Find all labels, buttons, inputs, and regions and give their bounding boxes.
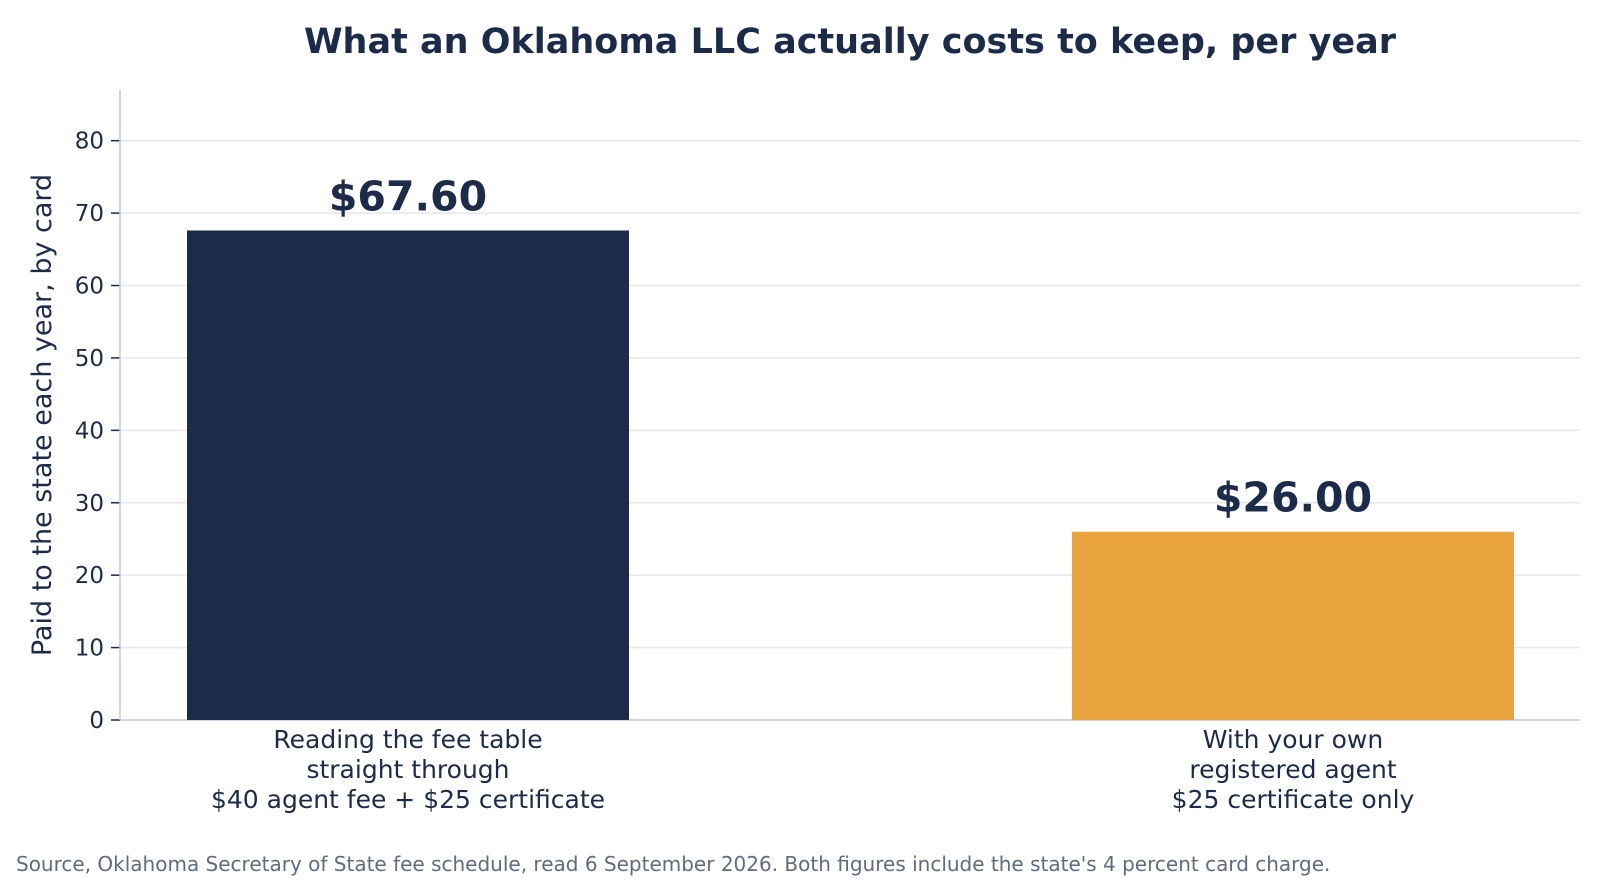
y-tick-label: 10 <box>75 636 104 662</box>
y-tick-label: 70 <box>75 201 104 227</box>
y-tick-label: 30 <box>75 491 104 517</box>
data-label: $26.00 <box>1214 474 1372 522</box>
y-tick-label: 80 <box>75 129 104 155</box>
bars <box>187 230 1514 720</box>
bar <box>187 230 629 720</box>
labels: $67.60 Reading the fee table straight thro… <box>211 172 1415 814</box>
y-axis-title: Paid to the state each year, by card <box>27 174 58 656</box>
y-tick-label: 40 <box>75 418 104 444</box>
y-tick-label: 0 <box>89 708 104 734</box>
y-tick-label: 60 <box>75 274 104 300</box>
bar <box>1072 531 1514 720</box>
category-label-line: straight through <box>306 755 509 784</box>
category-label-line: Reading the fee table <box>273 725 542 754</box>
category-label-line: registered agent <box>1189 755 1396 784</box>
category-label: With your own registered agent $25 certifi… <box>1172 725 1415 814</box>
category-label-line: With your own <box>1203 725 1383 754</box>
y-tick-label: 20 <box>75 563 104 589</box>
y-tick-label: 50 <box>75 346 104 372</box>
chart-title: What an Oklahoma LLC actually costs to k… <box>303 22 1397 62</box>
source-note: Source, Oklahoma Secretary of State fee … <box>16 852 1331 876</box>
category-label-line: $40 agent fee + $25 certificate <box>211 785 605 814</box>
category-label-line: $25 certificate only <box>1172 785 1415 814</box>
category-label: Reading the fee table straight through $40… <box>211 725 605 814</box>
data-label: $67.60 <box>329 172 487 220</box>
